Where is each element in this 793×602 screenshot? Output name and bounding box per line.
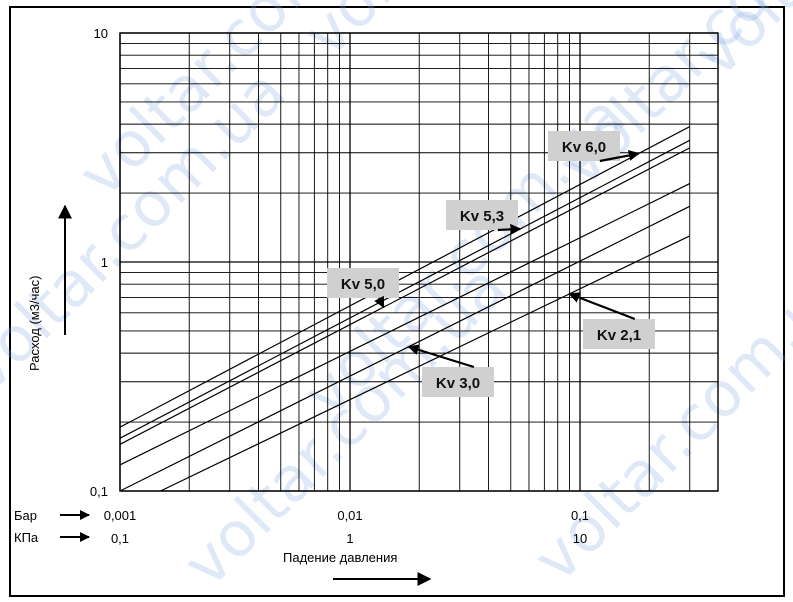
- bar-unit-label: Бар: [14, 508, 37, 523]
- series-group: [119, 126, 690, 492]
- x-axis-label: Падение давления: [283, 550, 397, 565]
- grid: [119, 32, 719, 492]
- callout-box: [422, 367, 494, 397]
- y-tick-label: 10: [94, 26, 108, 41]
- series-line: [160, 235, 690, 492]
- x-tick-label-kpa: 10: [573, 531, 587, 546]
- x-tick-label-bar: 0,01: [337, 508, 362, 523]
- series-line: [119, 139, 690, 439]
- callout-box: [548, 131, 620, 161]
- callout-box: [327, 268, 399, 298]
- x-tick-label-bar: 0,001: [104, 508, 137, 523]
- callout-pointer: [568, 292, 636, 321]
- y-axis-label: Расход (м3/час): [27, 276, 42, 371]
- callout-label: Kv 5,0: [341, 276, 385, 293]
- watermark-text: voltar.com.ua: [289, 0, 640, 71]
- series-line: [119, 205, 690, 492]
- series-line: [119, 183, 690, 466]
- callout-box: [583, 319, 655, 349]
- callout-label: Kv 2,1: [597, 327, 641, 344]
- callout-pointer: [407, 344, 475, 369]
- callout-label: Kv 3,0: [436, 375, 480, 392]
- callout-pointer: [497, 223, 522, 235]
- callout-label: Kv 6,0: [562, 139, 606, 156]
- callout-pointer: [374, 295, 385, 309]
- chart-frame: [9, 6, 785, 597]
- x-tick-label-bar: 0,1: [571, 508, 589, 523]
- y-tick-label: 0,1: [90, 484, 108, 499]
- callout-pointer: [599, 150, 640, 163]
- y-tick-label: 1: [101, 255, 108, 270]
- watermark-text: voltar.com.ua: [169, 250, 520, 601]
- x-tick-label-kpa: 1: [346, 531, 353, 546]
- kpa-unit-label: КПа: [14, 530, 39, 545]
- series-line: [119, 126, 690, 428]
- callout-label: Kv 5,3: [460, 208, 504, 225]
- tick-labels: 10 1 0,1 0,001 0,01 0,1 0,1 1 10: [90, 26, 589, 546]
- callout-box: [446, 200, 518, 230]
- callouts: Kv 6,0 Kv 5,3 Kv 5,0 Kv 3,0 Kv 2,1: [327, 131, 655, 397]
- series-line: [119, 147, 690, 445]
- x-tick-label-kpa: 0,1: [111, 531, 129, 546]
